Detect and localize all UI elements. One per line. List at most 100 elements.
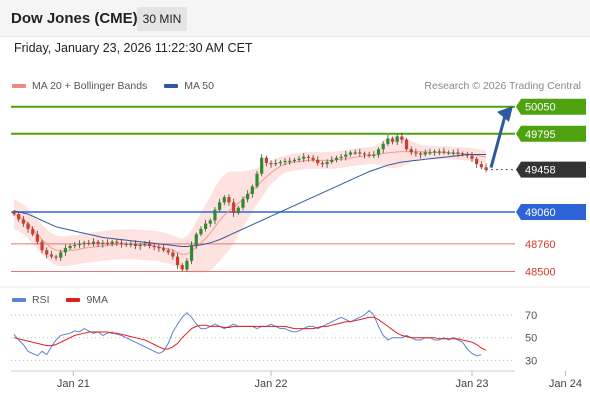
legend-item-bollinger: MA 20 + Bollinger Bands bbox=[12, 80, 147, 92]
candle-body bbox=[232, 202, 236, 214]
candle-body bbox=[475, 158, 479, 165]
candle-body bbox=[87, 242, 91, 244]
candle-body bbox=[344, 154, 348, 157]
legend-item-9ma: 9MA bbox=[66, 294, 108, 306]
candle-body bbox=[358, 152, 362, 154]
ma20-line bbox=[13, 151, 487, 256]
candle-body bbox=[26, 223, 30, 229]
candle-body bbox=[147, 243, 152, 246]
candle-body bbox=[339, 156, 343, 158]
x-tick-label-jan-22: Jan 22 bbox=[255, 378, 288, 390]
candle-body bbox=[189, 244, 194, 261]
candle-body bbox=[171, 252, 175, 257]
legend-label-ma50: MA 50 bbox=[184, 80, 214, 92]
bollinger-band bbox=[14, 135, 486, 273]
candle-body bbox=[180, 265, 184, 270]
candle-body bbox=[362, 153, 367, 155]
candle-body bbox=[152, 245, 156, 248]
candle-body bbox=[479, 164, 483, 168]
candle-body bbox=[461, 153, 465, 155]
candle-body bbox=[110, 241, 114, 244]
candle-body bbox=[143, 243, 147, 246]
candle-body bbox=[63, 248, 68, 253]
candle-body bbox=[432, 151, 437, 153]
candle-body bbox=[166, 250, 170, 253]
candle-body bbox=[77, 243, 82, 246]
instrument-title: Dow Jones (CME) bbox=[11, 10, 138, 27]
candle-body bbox=[274, 163, 278, 165]
rsi-legend: RSI 9MA bbox=[12, 294, 122, 306]
level-label-49458: 49458 bbox=[525, 165, 556, 177]
candle-body bbox=[218, 202, 222, 210]
candle-body bbox=[157, 247, 161, 249]
candle-body bbox=[12, 211, 16, 215]
legend-swatch-rsi bbox=[12, 298, 26, 303]
level-tag-49458 bbox=[516, 161, 586, 178]
candle-body bbox=[35, 234, 39, 242]
rsi-tick-30: 30 bbox=[525, 355, 537, 367]
candle-body bbox=[17, 214, 21, 220]
x-tick-label-jan-21: Jan 21 bbox=[57, 378, 90, 390]
x-tick-label-jan-23: Jan 23 bbox=[455, 378, 488, 390]
candle-body bbox=[73, 244, 77, 247]
candle-body bbox=[59, 252, 63, 258]
candle-body bbox=[264, 157, 268, 164]
legend-swatch-9ma bbox=[66, 298, 81, 303]
candle-body bbox=[40, 241, 44, 251]
candle-body bbox=[437, 151, 441, 153]
candle-body bbox=[311, 157, 315, 160]
candle-body bbox=[470, 155, 474, 159]
candle-body bbox=[194, 234, 198, 245]
candle-body bbox=[54, 256, 58, 258]
candle-body bbox=[124, 243, 128, 246]
candle-body bbox=[91, 241, 96, 244]
candle-body bbox=[376, 149, 381, 155]
candle-body bbox=[423, 152, 427, 155]
candle-body bbox=[278, 161, 282, 164]
candle-body bbox=[45, 250, 49, 255]
level-label-48500: 48500 bbox=[525, 266, 556, 278]
candle-body bbox=[325, 161, 329, 165]
candle-body bbox=[348, 152, 353, 155]
candle-body bbox=[129, 243, 133, 246]
candle-body bbox=[395, 136, 399, 142]
candle-body bbox=[105, 242, 110, 244]
legend-item-ma50: MA 50 bbox=[164, 80, 214, 92]
candle-body bbox=[367, 154, 371, 156]
candle-body bbox=[404, 139, 409, 150]
candle-body bbox=[175, 256, 180, 266]
candle-body bbox=[138, 244, 142, 247]
candle-body bbox=[334, 157, 339, 160]
legend-swatch-bollinger bbox=[12, 84, 26, 89]
price-legend: MA 20 + Bollinger Bands MA 50 bbox=[12, 80, 228, 92]
forecast-arrow-line bbox=[489, 115, 507, 169]
candle-body bbox=[316, 159, 320, 164]
candle-body bbox=[465, 154, 469, 156]
research-credit: Research © 2026 Trading Central bbox=[424, 80, 581, 92]
candle-body bbox=[320, 163, 325, 165]
legend-label-rsi: RSI bbox=[32, 294, 50, 306]
candle-body bbox=[49, 254, 53, 257]
candle-body bbox=[250, 186, 254, 194]
candle-body bbox=[283, 160, 287, 163]
candle-body bbox=[31, 228, 35, 235]
candle-body bbox=[428, 152, 432, 154]
candle-body bbox=[204, 223, 208, 229]
candle-body bbox=[372, 154, 376, 156]
candle-body bbox=[96, 241, 100, 244]
candle-body bbox=[185, 260, 189, 270]
chart-header: Dow Jones (CME) 30 MIN bbox=[0, 0, 590, 37]
candle-body bbox=[292, 159, 296, 162]
candle-body bbox=[227, 197, 231, 203]
legend-item-rsi: RSI bbox=[12, 294, 50, 306]
level-label-50050: 50050 bbox=[525, 102, 556, 114]
candle-body bbox=[297, 158, 301, 160]
candle-body bbox=[255, 173, 259, 187]
rsi-tick-70: 70 bbox=[525, 310, 537, 322]
candle-body bbox=[418, 153, 423, 155]
candle-body bbox=[386, 138, 390, 144]
candle-body bbox=[409, 149, 413, 153]
legend-swatch-ma50 bbox=[164, 84, 179, 89]
timeframe-button[interactable]: 30 MIN bbox=[137, 7, 187, 31]
